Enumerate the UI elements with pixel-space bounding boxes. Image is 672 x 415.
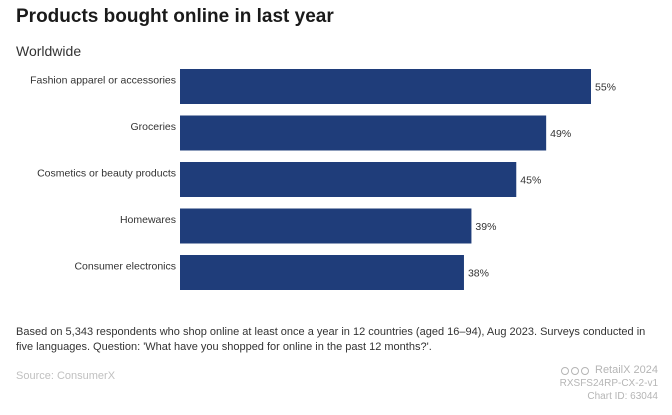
bar: [180, 69, 591, 104]
footnote: Based on 5,343 respondents who shop onli…: [16, 326, 646, 353]
bar: [180, 255, 464, 290]
value-label: 39%: [475, 221, 496, 233]
value-label: 49%: [550, 128, 571, 140]
license-icon: [561, 366, 589, 375]
chart-subtitle: Worldwide: [16, 43, 82, 59]
chart-id: Chart ID: 63044: [587, 391, 658, 402]
bar: [180, 162, 517, 197]
category-label: Homewares: [120, 214, 176, 226]
brand-block: RetailX 2024 RXSFS24RP-CX-2-v1 Chart ID:…: [560, 364, 658, 403]
category-label: Fashion apparel or accessories: [30, 75, 176, 87]
category-label: Consumer electronics: [74, 261, 176, 273]
bar-chart: Fashion apparel or accessories 55% Groceri…: [30, 69, 616, 290]
category-label: Cosmetics or beauty products: [37, 168, 176, 180]
chart-title: Products bought online in last year: [16, 6, 334, 27]
value-label: 55%: [595, 82, 616, 94]
category-label: Groceries: [130, 121, 176, 133]
value-label: 45%: [520, 175, 541, 187]
bar: [180, 115, 547, 151]
brand-name: RetailX 2024: [595, 364, 658, 376]
source-text: Source: ConsumerX: [16, 370, 116, 382]
value-label: 38%: [468, 268, 489, 280]
report-code: RXSFS24RP-CX-2-v1: [559, 378, 658, 389]
bar: [180, 208, 472, 244]
